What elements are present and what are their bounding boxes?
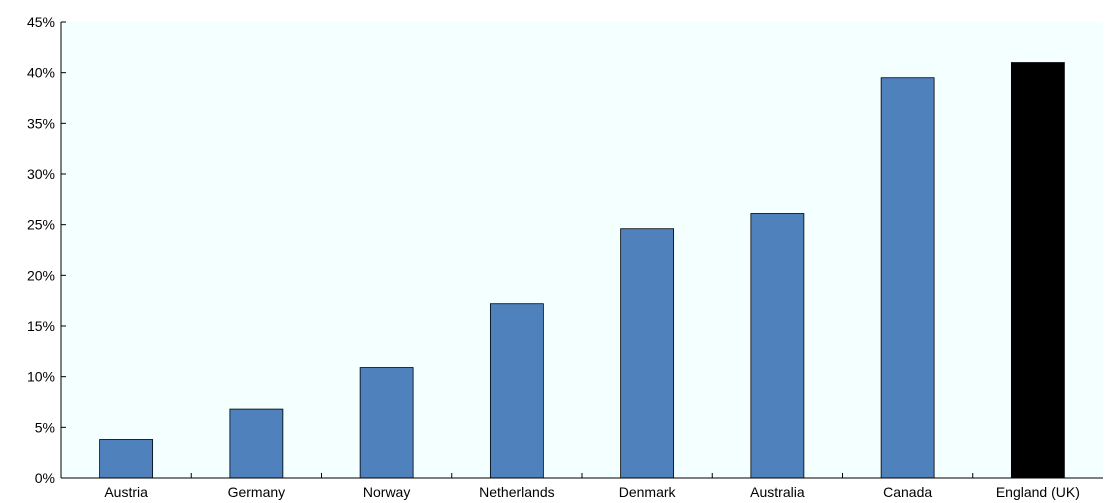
bar-netherlands — [489, 303, 544, 479]
x-tick-label: Netherlands — [479, 484, 555, 500]
plot-area — [61, 22, 1103, 478]
y-tick-label: 0% — [35, 470, 55, 486]
y-axis: 0% 5% 10% 15% 20% 25% 30% 35% 40% 45% — [27, 14, 66, 486]
x-tick-label: Norway — [363, 484, 410, 500]
y-tick-label: 10% — [27, 369, 55, 385]
y-tick-label: 25% — [27, 217, 55, 233]
x-tick-label: England (UK) — [996, 484, 1080, 500]
x-tick-label: Australia — [750, 484, 805, 500]
x-tick-label: Germany — [228, 484, 286, 500]
y-tick-label: 45% — [27, 14, 55, 30]
bar-austria — [99, 439, 154, 479]
y-tick-label: 35% — [27, 115, 55, 131]
y-tick-label: 40% — [27, 65, 55, 81]
y-tick-label: 5% — [35, 419, 55, 435]
x-tick-label: Canada — [883, 484, 932, 500]
x-tick-label: Denmark — [619, 484, 677, 500]
x-tick-label: Austria — [104, 484, 148, 500]
bar-canada — [880, 77, 935, 479]
y-tick-label: 30% — [27, 166, 55, 182]
bar-australia — [750, 213, 805, 479]
bars-group — [99, 62, 1065, 479]
bar-norway — [359, 367, 414, 479]
bar-germany — [229, 408, 284, 479]
y-tick-label: 20% — [27, 267, 55, 283]
bar-england-uk — [1010, 62, 1065, 479]
y-tick-label: 15% — [27, 318, 55, 334]
bar-denmark — [620, 228, 675, 479]
x-axis: Austria Germany Norway Netherlands Denmark Au… — [61, 473, 1103, 500]
